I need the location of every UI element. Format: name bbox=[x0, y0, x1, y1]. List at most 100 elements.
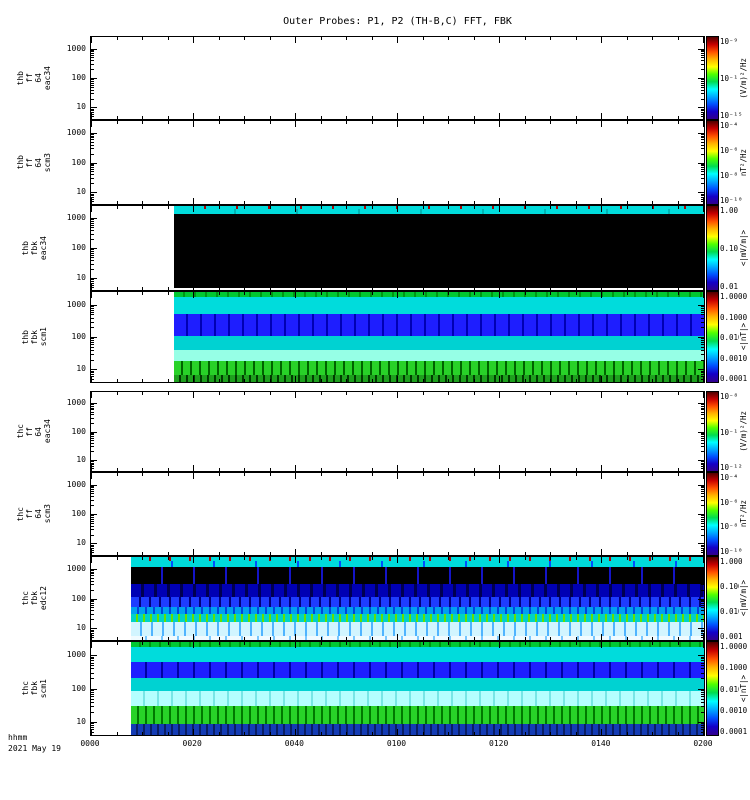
y-minor-tick-mark bbox=[701, 678, 704, 680]
y-tick-mark bbox=[91, 162, 97, 164]
x-tick-mark bbox=[244, 642, 245, 645]
x-tick-mark bbox=[627, 37, 628, 40]
x-tick-mark bbox=[295, 292, 296, 298]
y-minor-tick-mark bbox=[701, 279, 704, 281]
x-tick-mark bbox=[244, 557, 245, 560]
x-tick-mark bbox=[346, 552, 347, 555]
y-tick-mark bbox=[698, 48, 704, 50]
x-tick-mark bbox=[397, 642, 398, 648]
y-minor-tick-mark bbox=[701, 435, 704, 437]
x-tick-mark bbox=[576, 642, 577, 645]
x-tick-mark bbox=[346, 37, 347, 40]
y-minor-tick-mark bbox=[91, 53, 94, 55]
y-minor-tick-mark bbox=[701, 311, 704, 313]
x-tick-mark bbox=[576, 287, 577, 290]
y-minor-tick-mark bbox=[701, 693, 704, 695]
y-minor-tick-mark bbox=[91, 665, 94, 667]
y-minor-tick-mark bbox=[701, 220, 704, 222]
y-minor-tick-mark bbox=[701, 631, 704, 633]
colorbar-tick-label: 10⁻⁴ bbox=[720, 473, 739, 482]
panel-frame-thc-fbk-edc12 bbox=[90, 556, 705, 641]
spectrogram-band bbox=[173, 214, 704, 289]
colorbar-tick-label: 10⁻⁹ bbox=[720, 37, 739, 46]
x-tick-mark bbox=[525, 732, 526, 735]
x-tick-mark bbox=[499, 206, 500, 212]
y-minor-tick-mark bbox=[91, 434, 94, 436]
y-minor-tick-mark bbox=[91, 196, 94, 198]
x-tick-mark bbox=[346, 287, 347, 290]
x-tick-label: 0000 bbox=[80, 739, 100, 748]
colorbar-thc-fbk-edc12 bbox=[706, 556, 719, 641]
x-tick-mark bbox=[321, 121, 322, 124]
y-tick-label: 10 bbox=[76, 538, 86, 548]
y-tick-label: 10 bbox=[76, 102, 86, 112]
y-minor-tick-mark bbox=[91, 306, 94, 308]
colorbar-tick-label: 10⁻¹⁰ bbox=[720, 196, 743, 205]
x-tick-mark bbox=[142, 292, 143, 295]
y-minor-tick-mark bbox=[701, 665, 704, 667]
y-minor-tick-mark bbox=[91, 284, 94, 286]
x-tick-mark bbox=[652, 292, 653, 295]
y-minor-tick-mark bbox=[701, 259, 704, 261]
x-tick-mark bbox=[678, 206, 679, 209]
x-tick-mark bbox=[627, 557, 628, 560]
x-tick-mark bbox=[219, 206, 220, 209]
colorbar-tick-label: 0.0010 bbox=[720, 705, 748, 715]
y-minor-tick-mark bbox=[701, 89, 704, 91]
y-minor-tick-mark bbox=[91, 219, 94, 221]
y-minor-tick-mark bbox=[701, 570, 704, 572]
x-tick-mark bbox=[652, 552, 653, 555]
y-minor-tick-mark bbox=[91, 571, 94, 573]
colorbar-tick-label: 0.01 bbox=[720, 282, 739, 291]
y-minor-tick-mark bbox=[91, 705, 94, 707]
y-minor-tick-mark bbox=[91, 577, 94, 579]
x-tick-mark bbox=[346, 392, 347, 395]
x-tick-mark bbox=[372, 287, 373, 290]
y-minor-tick-mark bbox=[701, 520, 704, 522]
y-minor-tick-mark bbox=[91, 269, 94, 271]
x-tick-mark bbox=[448, 552, 449, 555]
x-tick-mark bbox=[652, 642, 653, 645]
y-tick-label: 100 bbox=[71, 73, 86, 82]
x-tick-mark bbox=[448, 392, 449, 395]
x-tick-mark bbox=[91, 284, 92, 290]
colorbar-tick-label: 0.100 bbox=[720, 582, 743, 591]
y-tick-label: 1000 bbox=[66, 398, 86, 408]
x-tick-mark bbox=[652, 392, 653, 395]
panel-label-line: thc bbox=[16, 506, 25, 522]
x-tick-mark bbox=[397, 121, 398, 127]
y-minor-tick-mark bbox=[701, 529, 704, 531]
y-minor-tick-mark bbox=[701, 546, 704, 548]
x-tick-mark bbox=[397, 284, 398, 290]
y-tick-mark bbox=[698, 403, 704, 405]
y-minor-tick-mark bbox=[701, 60, 704, 62]
x-tick-mark bbox=[550, 201, 551, 204]
y-minor-tick-mark bbox=[701, 516, 704, 518]
x-tick-mark bbox=[117, 379, 118, 382]
x-tick-mark bbox=[270, 557, 271, 560]
y-minor-tick-mark bbox=[701, 346, 704, 348]
x-tick-mark bbox=[168, 292, 169, 295]
x-tick-mark bbox=[168, 473, 169, 476]
x-tick-mark bbox=[91, 292, 92, 298]
y-minor-tick-mark bbox=[91, 534, 94, 536]
y-minor-tick-mark bbox=[701, 307, 704, 309]
y-minor-tick-mark bbox=[701, 672, 704, 674]
x-tick-mark bbox=[142, 468, 143, 471]
x-tick-mark bbox=[193, 121, 194, 127]
x-tick-mark bbox=[627, 392, 628, 395]
x-tick-mark bbox=[703, 37, 704, 43]
panel-label-line: thb bbox=[16, 155, 25, 170]
x-tick-mark bbox=[652, 473, 653, 476]
y-minor-tick-mark bbox=[701, 660, 704, 662]
x-tick-mark bbox=[372, 642, 373, 645]
x-tick-mark bbox=[499, 121, 500, 127]
x-tick-mark bbox=[219, 379, 220, 382]
x-tick-label: 0140 bbox=[591, 739, 611, 748]
colorbar-tick-label: 10⁻¹² bbox=[720, 463, 743, 472]
x-tick-mark bbox=[678, 642, 679, 645]
x-tick-mark bbox=[219, 642, 220, 645]
x-tick-mark bbox=[474, 116, 475, 119]
x-tick-mark bbox=[321, 206, 322, 209]
y-minor-tick-mark bbox=[91, 198, 94, 200]
